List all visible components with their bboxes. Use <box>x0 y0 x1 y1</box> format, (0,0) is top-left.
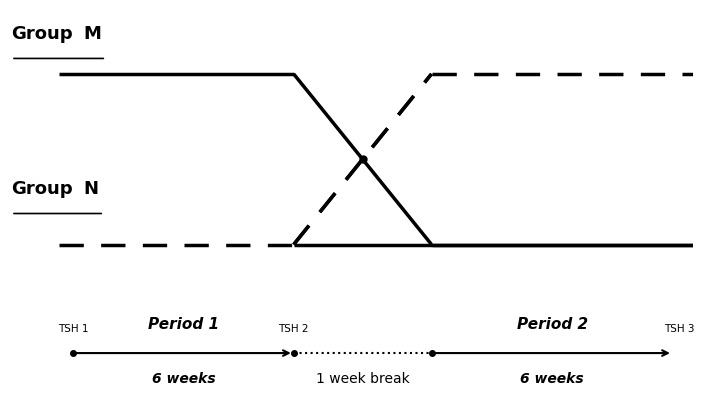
Text: Group: Group <box>11 25 73 43</box>
Text: 6 weeks: 6 weeks <box>520 373 584 386</box>
Text: Period 2: Period 2 <box>517 317 588 332</box>
Text: TSH 3: TSH 3 <box>664 324 695 334</box>
Text: Period 1: Period 1 <box>148 317 219 332</box>
Text: M: M <box>84 25 101 43</box>
Text: 6 weeks: 6 weeks <box>152 373 216 386</box>
Text: TSH 2: TSH 2 <box>279 324 309 334</box>
Text: 1 week break: 1 week break <box>316 373 409 386</box>
Text: TSH 1: TSH 1 <box>58 324 88 334</box>
Text: N: N <box>84 180 98 198</box>
Text: Group: Group <box>11 180 73 198</box>
